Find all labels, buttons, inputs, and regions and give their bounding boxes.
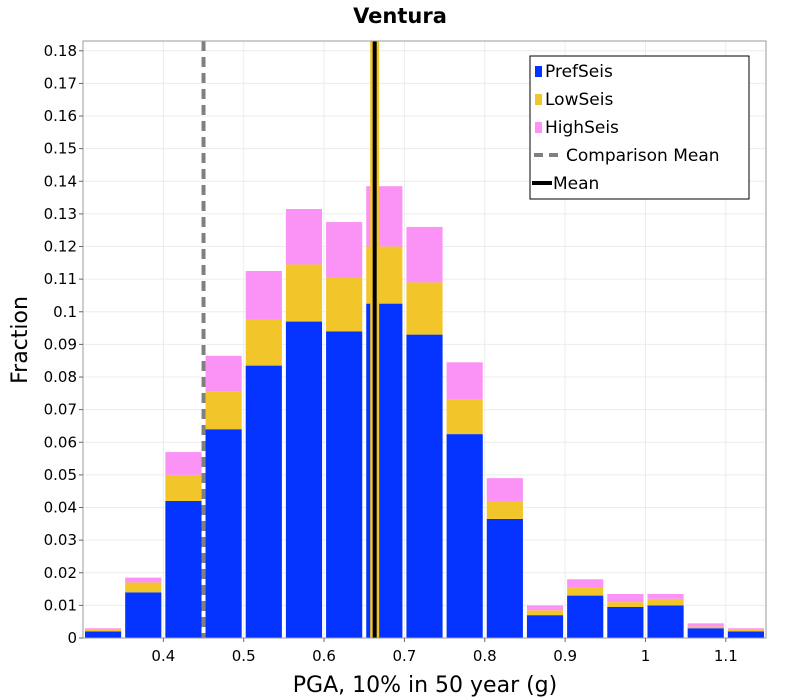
y-tick-label: 0.09 (44, 335, 77, 353)
legend-swatch-lowseis (535, 94, 542, 105)
y-tick-label: 0.07 (44, 401, 77, 419)
bar-lowseis-14 (647, 598, 684, 606)
y-tick-label: 0.11 (44, 270, 77, 288)
bar-prefseis-15 (687, 628, 724, 638)
y-tick-label: 0.01 (44, 596, 77, 614)
bar-lowseis-6 (326, 277, 363, 332)
bar-prefseis-16 (727, 631, 764, 638)
y-tick-label: 0.04 (44, 499, 77, 517)
bar-highseis-8 (406, 226, 443, 283)
bar-prefseis-1 (125, 592, 162, 638)
legend-label: PrefSeis (545, 62, 613, 82)
bar-prefseis-4 (245, 365, 282, 638)
x-tick-label: 1 (641, 647, 651, 665)
y-tick-label: 0.18 (44, 42, 77, 60)
bar-lowseis-9 (446, 399, 483, 435)
y-tick-label: 0.1 (53, 303, 77, 321)
bar-highseis-0 (85, 628, 122, 630)
y-tick-label: 0 (67, 629, 77, 647)
bar-lowseis-8 (406, 282, 443, 335)
bar-lowseis-12 (567, 587, 604, 596)
x-tick-label: 0.6 (312, 647, 336, 665)
x-tick-label: 0.5 (232, 647, 256, 665)
y-tick-label: 0.15 (44, 140, 77, 158)
bar-highseis-5 (285, 209, 323, 265)
x-tick-label: 0.8 (473, 647, 497, 665)
legend-swatch-highseis (535, 122, 542, 133)
bar-lowseis-3 (205, 391, 242, 430)
bar-highseis-13 (607, 593, 644, 603)
bar-lowseis-10 (486, 500, 523, 519)
bar-lowseis-11 (526, 610, 564, 616)
bar-highseis-3 (205, 355, 242, 392)
legend-label: LowSeis (545, 90, 613, 110)
bar-highseis-10 (486, 478, 523, 501)
bar-highseis-9 (446, 362, 483, 400)
bar-lowseis-2 (165, 474, 202, 501)
bar-prefseis-8 (406, 334, 443, 638)
bar-lowseis-1 (125, 582, 162, 593)
bar-lowseis-13 (607, 602, 644, 608)
bar-prefseis-10 (486, 518, 523, 638)
bar-prefseis-9 (446, 434, 483, 638)
y-axis-label: Fraction (8, 296, 33, 384)
plot-border (82, 40, 767, 639)
bar-prefseis-14 (647, 605, 684, 638)
y-tick-label: 0.06 (44, 433, 77, 451)
bar-highseis-1 (125, 577, 162, 583)
chart-title: Ventura (353, 4, 447, 28)
reference-lines (201, 41, 380, 638)
legend: PrefSeis LowSeis HighSeis Comparison Mean Me… (529, 55, 750, 200)
bar-highseis-11 (526, 605, 564, 611)
y-tick-label: 0.16 (44, 107, 77, 125)
y-tick-label: 0.17 (44, 74, 77, 92)
bar-prefseis-0 (85, 631, 122, 638)
legend-swatch-prefseis (535, 66, 542, 77)
x-tick-label: 0.9 (553, 647, 577, 665)
y-tick-label: 0.08 (44, 368, 77, 386)
y-tick-label: 0.02 (44, 564, 77, 582)
bar-highseis-12 (567, 579, 604, 588)
bar-lowseis-4 (245, 319, 282, 366)
y-tick-label: 0.05 (44, 466, 77, 484)
bar-prefseis-6 (326, 331, 363, 638)
x-axis-ticks: 0.4 0.5 0.6 0.7 0.8 0.9 1 1.1 (151, 638, 738, 665)
y-tick-label: 0.14 (44, 172, 77, 190)
legend-label: HighSeis (545, 118, 619, 138)
bar-prefseis-11 (526, 615, 564, 638)
x-tick-label: 1.1 (714, 647, 738, 665)
x-tick-label: 0.7 (392, 647, 416, 665)
bar-lowseis-0 (85, 629, 122, 632)
bar-prefseis-2 (165, 500, 202, 638)
y-tick-label: 0.12 (44, 238, 77, 256)
bar-lowseis-5 (285, 264, 323, 322)
bar-prefseis-3 (205, 429, 242, 638)
bar-lowseis-15 (687, 626, 724, 629)
x-axis-label: PGA, 10% in 50 year (g) (293, 673, 557, 698)
y-tick-label: 0.03 (44, 531, 77, 549)
bar-highseis-16 (727, 628, 764, 630)
bar-lowseis-16 (727, 629, 764, 632)
y-tick-label: 0.13 (44, 205, 77, 223)
bar-prefseis-5 (285, 321, 323, 638)
x-tick-label: 0.4 (151, 647, 175, 665)
bar-highseis-4 (245, 270, 282, 320)
legend-label: Mean (553, 174, 599, 194)
bar-highseis-2 (165, 452, 202, 475)
legend-box (529, 55, 750, 200)
bar-highseis-6 (326, 222, 363, 278)
bar-highseis-15 (687, 623, 724, 627)
bar-prefseis-12 (567, 595, 604, 638)
y-axis-ticks: 0 0.01 0.02 0.03 0.04 0.05 0.06 0.07 0.08 0.09 0.1… (44, 42, 83, 647)
bar-prefseis-13 (607, 607, 644, 638)
legend-label: Comparison Mean (566, 146, 720, 166)
bar-highseis-14 (647, 593, 684, 599)
